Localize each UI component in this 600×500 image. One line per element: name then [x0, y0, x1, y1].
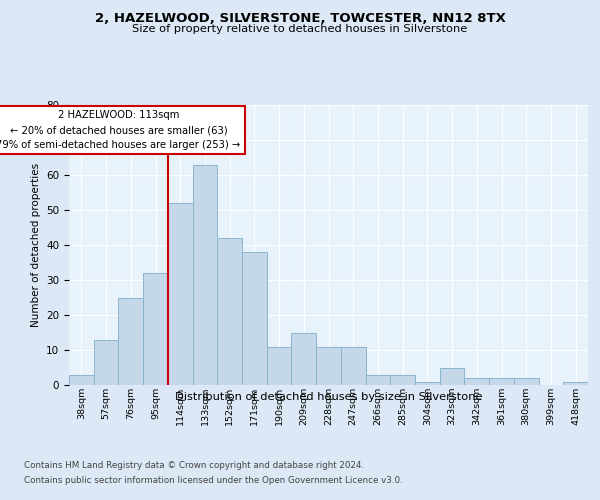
- Y-axis label: Number of detached properties: Number of detached properties: [31, 163, 41, 327]
- Text: Distribution of detached houses by size in Silverstone: Distribution of detached houses by size …: [175, 392, 482, 402]
- Text: 2 HAZELWOOD: 113sqm
← 20% of detached houses are smaller (63)
79% of semi-detach: 2 HAZELWOOD: 113sqm ← 20% of detached ho…: [0, 110, 241, 150]
- Bar: [440, 368, 464, 385]
- Bar: [94, 340, 118, 385]
- Text: Contains public sector information licensed under the Open Government Licence v3: Contains public sector information licen…: [24, 476, 403, 485]
- Bar: [365, 374, 390, 385]
- Bar: [563, 382, 588, 385]
- Bar: [217, 238, 242, 385]
- Bar: [69, 374, 94, 385]
- Bar: [193, 164, 217, 385]
- Bar: [341, 346, 365, 385]
- Bar: [390, 374, 415, 385]
- Bar: [489, 378, 514, 385]
- Bar: [267, 346, 292, 385]
- Bar: [415, 382, 440, 385]
- Bar: [168, 203, 193, 385]
- Text: 2, HAZELWOOD, SILVERSTONE, TOWCESTER, NN12 8TX: 2, HAZELWOOD, SILVERSTONE, TOWCESTER, NN…: [95, 12, 505, 26]
- Text: Contains HM Land Registry data © Crown copyright and database right 2024.: Contains HM Land Registry data © Crown c…: [24, 461, 364, 470]
- Bar: [118, 298, 143, 385]
- Bar: [143, 273, 168, 385]
- Text: Size of property relative to detached houses in Silverstone: Size of property relative to detached ho…: [133, 24, 467, 34]
- Bar: [464, 378, 489, 385]
- Bar: [514, 378, 539, 385]
- Bar: [292, 332, 316, 385]
- Bar: [242, 252, 267, 385]
- Bar: [316, 346, 341, 385]
